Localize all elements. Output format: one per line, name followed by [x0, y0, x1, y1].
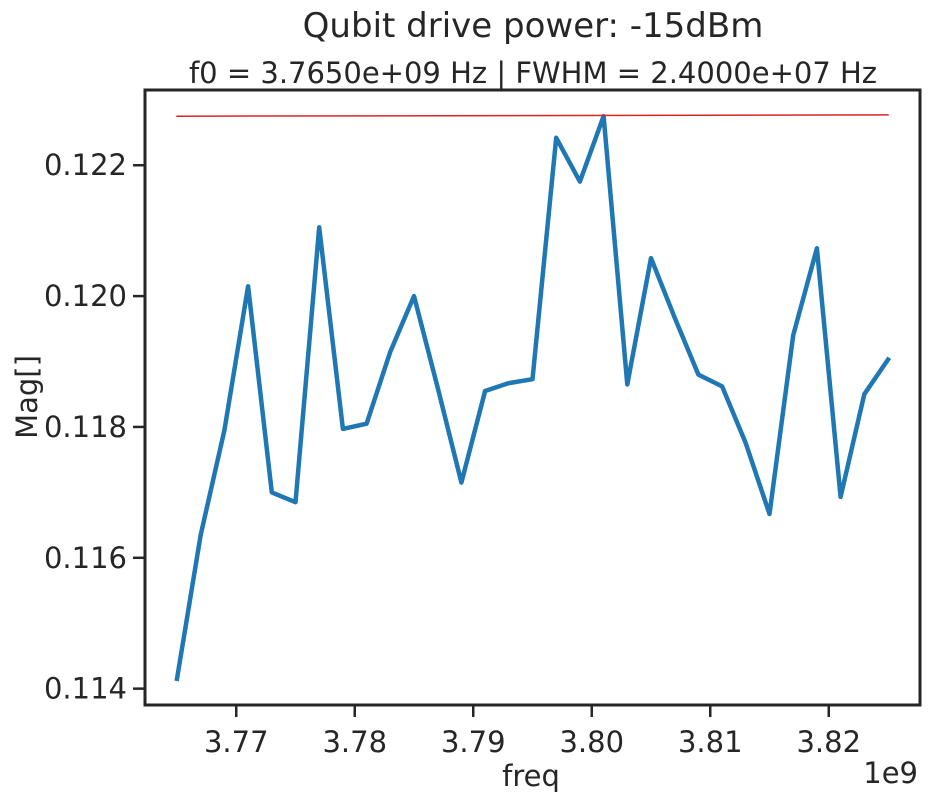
- x-axis-label: freq: [502, 759, 560, 793]
- chart-suptitle: Qubit drive power: -15dBm: [303, 6, 764, 46]
- x-axis-offset-label: 1e9: [863, 756, 918, 790]
- series-line-fit: [176, 114, 889, 117]
- y-tick-label: 0.120: [44, 279, 127, 313]
- x-tick-label: 3.81: [678, 725, 743, 759]
- series-line-data: [174, 113, 892, 682]
- y-tick-label: 0.114: [44, 672, 127, 706]
- x-tick-label: 3.77: [204, 725, 269, 759]
- y-axis-label: Mag[]: [10, 355, 44, 439]
- y-tick-label: 0.116: [44, 541, 127, 575]
- y-tick-label: 0.118: [44, 410, 127, 444]
- x-axis-ticks: 3.77 3.78 3.79 3.80 3.81 3.82: [204, 705, 861, 759]
- plot-area: [174, 113, 892, 682]
- chart-title: f0 = 3.7650e+09 Hz | FWHM = 2.4000e+07 H…: [189, 56, 877, 90]
- plot-frame: [143, 88, 922, 707]
- y-tick-label: 0.122: [44, 148, 127, 182]
- x-tick-label: 3.79: [441, 725, 506, 759]
- y-axis-ticks: 0.114 0.116 0.118 0.120 0.122: [44, 148, 145, 706]
- x-tick-label: 3.78: [322, 725, 387, 759]
- x-tick-label: 3.82: [796, 725, 861, 759]
- x-tick-label: 3.80: [559, 725, 624, 759]
